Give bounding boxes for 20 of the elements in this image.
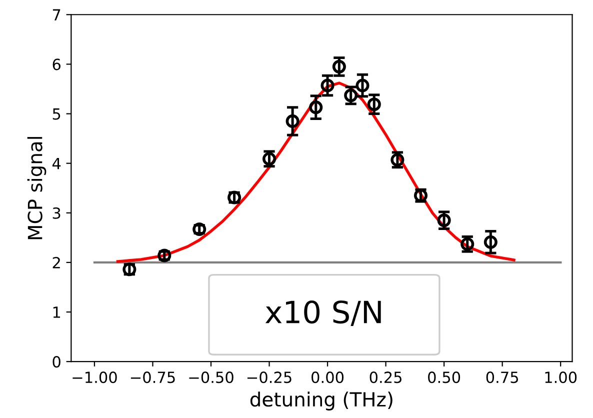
- x-tick-label: 0.25: [370, 372, 402, 384]
- x-tick-label: −0.25: [247, 372, 292, 384]
- x-tick-label: 1.00: [545, 372, 577, 384]
- x-tick-label: −0.75: [130, 372, 175, 384]
- y-tick-label: 6: [52, 58, 60, 70]
- x-axis-title: detuning (THz): [250, 392, 392, 410]
- y-tick-label: 3: [52, 207, 60, 219]
- x-tick-label: 0.00: [312, 372, 344, 384]
- y-tick-label: 2: [52, 256, 60, 268]
- annotation: x10 S/N: [265, 300, 381, 326]
- x-tick-label: 0.50: [428, 372, 460, 384]
- y-tick-label: 4: [52, 158, 61, 170]
- x-tick-label: −1.00: [72, 372, 117, 384]
- y-tick-label: 7: [52, 9, 60, 20]
- y-tick-label: 1: [53, 306, 60, 318]
- y-tick-label: 0: [52, 356, 60, 368]
- x-tick-label: 0.75: [486, 372, 518, 384]
- x-tick-label: −0.50: [189, 372, 234, 384]
- y-tick-label: 5: [52, 108, 60, 120]
- y-axis-title: MCP signal: [27, 137, 46, 240]
